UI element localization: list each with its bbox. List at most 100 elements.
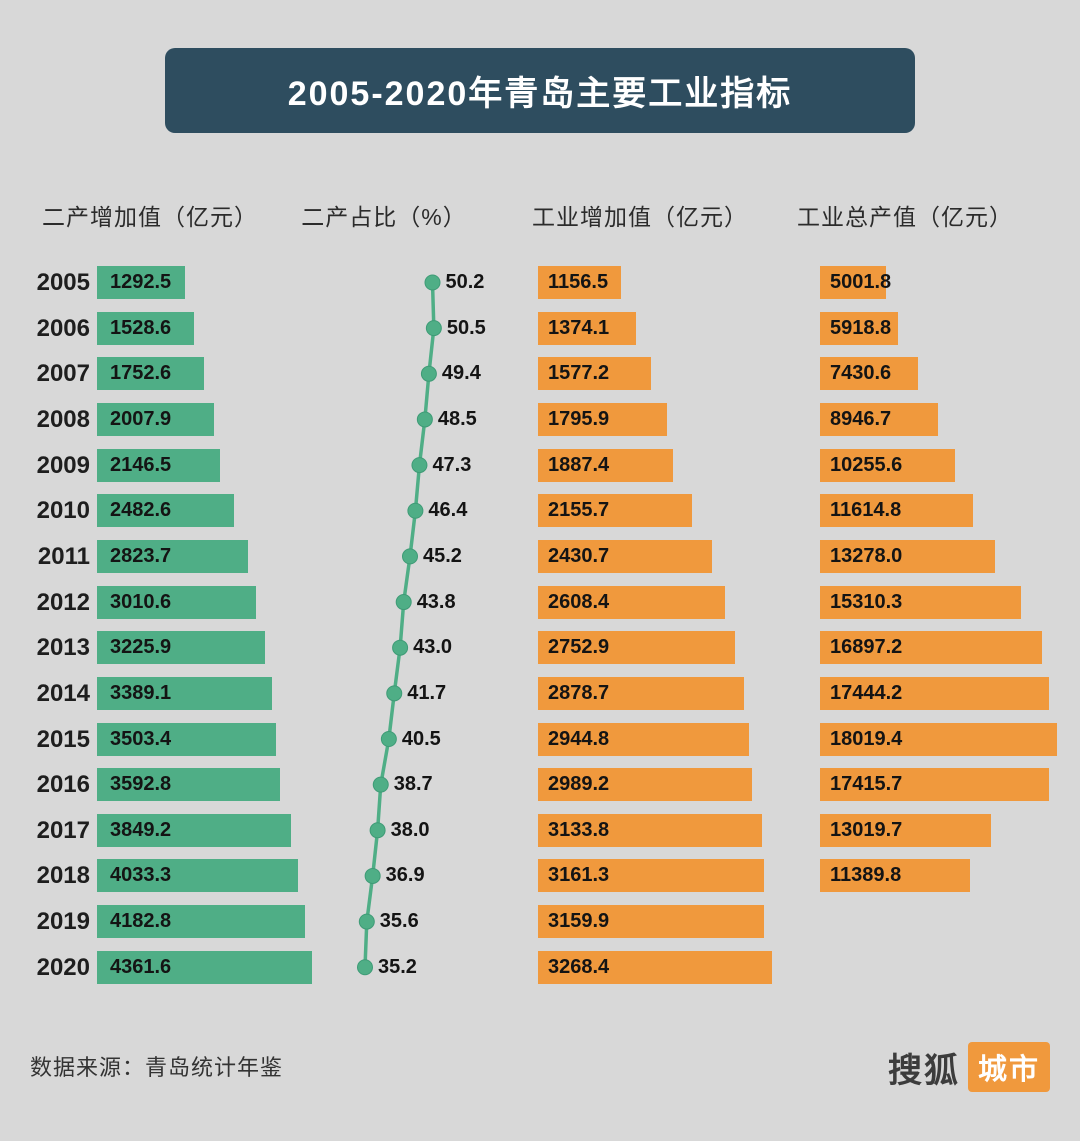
- share-pct-label: 41.7: [407, 681, 447, 704]
- bar-value-label: 5918.8: [830, 316, 892, 339]
- bar-value-label: 1374.1: [548, 316, 610, 339]
- sohu-logo-text: 搜狐: [887, 1051, 960, 1090]
- bar-industrial-added-value: [538, 859, 765, 893]
- bar-value-label: 2430.7: [548, 544, 610, 567]
- bar-gross-industrial-output: [820, 357, 918, 391]
- bar-value-label: 2989.2: [548, 773, 610, 796]
- bar-value-label: 2944.8: [548, 727, 610, 750]
- sohu-city-logo: 搜狐 城市: [888, 1042, 1050, 1092]
- bar-value-label: 15310.3: [830, 590, 903, 613]
- bar-secondary-added-value: [97, 402, 215, 436]
- bar-value-label: 16897.2: [830, 636, 903, 659]
- bar-gross-industrial-output: [820, 676, 1050, 710]
- year-label: 2006: [36, 314, 90, 342]
- year-label: 2013: [36, 634, 90, 662]
- bar-industrial-added-value: [538, 585, 725, 619]
- bar-value-label: 3161.3: [548, 864, 610, 887]
- bar-industrial-added-value: [538, 539, 713, 573]
- bar-industrial-added-value: [538, 768, 752, 802]
- bar-value-label: 1752.6: [110, 362, 172, 385]
- bar-value-label: 3010.6: [110, 590, 172, 613]
- share-pct-label: 47.3: [432, 453, 472, 476]
- year-label: 2011: [37, 542, 90, 570]
- bar-gross-industrial-output: [820, 813, 992, 847]
- bar-value-label: 7430.6: [830, 362, 892, 385]
- bar-value-label: 2482.6: [110, 499, 172, 522]
- bar-value-label: 4033.3: [110, 864, 172, 887]
- column-header-secondary-added-value: 二产增加值（亿元）: [42, 204, 258, 230]
- year-label: 2016: [36, 771, 90, 799]
- share-pct-label: 48.5: [437, 407, 477, 430]
- data-source-note: 数据来源：青岛统计年鉴: [30, 1055, 284, 1080]
- bar-secondary-added-value: [97, 768, 281, 802]
- bar-value-label: 1528.6: [110, 316, 172, 339]
- bar-value-label: 2155.7: [548, 499, 610, 522]
- share-pct-label: 35.6: [379, 910, 419, 933]
- bar-value-label: 4361.6: [110, 955, 172, 978]
- bar-secondary-added-value: [97, 676, 272, 710]
- bar-industrial-added-value: [538, 813, 763, 847]
- bar-secondary-added-value: [97, 357, 204, 391]
- bar-value-label: 1577.2: [548, 362, 610, 385]
- bar-value-label: 1156.5: [548, 271, 609, 293]
- bar-value-label: 8946.7: [830, 407, 892, 430]
- bar-value-label: 1292.5: [110, 271, 172, 293]
- bar-industrial-added-value: [538, 631, 736, 665]
- bar-secondary-added-value: [97, 585, 256, 619]
- column-header-gross-industrial-output: 工业总产值（亿元）: [797, 204, 1013, 230]
- bar-industrial-added-value: [538, 676, 745, 710]
- share-pct-label: 43.0: [413, 636, 453, 659]
- share-pct-label: 43.8: [416, 590, 456, 613]
- bar-secondary-added-value: [97, 950, 312, 984]
- bar-value-label: 2608.4: [548, 590, 610, 613]
- share-pct-label: 50.2: [445, 271, 485, 293]
- bar-value-label: 3159.9: [548, 910, 610, 933]
- year-label: 2015: [36, 725, 90, 753]
- bar-value-label: 2752.9: [548, 636, 610, 659]
- share-pct-label: 35.2: [378, 955, 417, 978]
- bar-secondary-added-value: [97, 448, 221, 482]
- bar-value-label: 4182.8: [110, 910, 172, 933]
- bar-industrial-added-value: [538, 722, 749, 756]
- bar-value-label: 3389.1: [110, 681, 172, 704]
- bar-secondary-added-value: [97, 539, 249, 573]
- bar-secondary-added-value: [97, 859, 299, 893]
- bar-industrial-added-value: [538, 905, 765, 939]
- share-pct-label: 49.4: [441, 362, 481, 385]
- bar-secondary-added-value: [97, 311, 195, 345]
- year-label: 2020: [36, 953, 90, 981]
- bar-industrial-added-value: [538, 448, 674, 482]
- year-label: 2019: [36, 908, 90, 936]
- bar-secondary-added-value: [97, 722, 277, 756]
- share-pct-label: 38.0: [390, 818, 430, 841]
- column-header-secondary-share: 二产占比（%）: [301, 204, 467, 230]
- bar-industrial-added-value: [538, 402, 667, 436]
- city-logo-badge: 城市: [967, 1042, 1050, 1092]
- bar-gross-industrial-output: [820, 722, 1057, 756]
- share-pct-label: 50.5: [446, 316, 486, 339]
- year-label: 2005: [36, 269, 90, 296]
- share-pct-label: 45.2: [423, 544, 462, 567]
- share-pct-label: 46.4: [428, 499, 468, 522]
- column-header-industrial-added-value: 工业增加值（亿元）: [532, 204, 748, 230]
- bar-gross-industrial-output: [820, 266, 886, 299]
- bar-value-label: 17444.2: [830, 681, 903, 704]
- bar-industrial-added-value: [538, 357, 651, 391]
- bar-value-label: 3849.2: [110, 818, 172, 841]
- bar-value-label: 2146.5: [110, 453, 172, 476]
- bar-industrial-added-value: [538, 950, 772, 984]
- bar-gross-industrial-output: [820, 859, 970, 893]
- bar-secondary-added-value: [97, 813, 291, 847]
- year-label: 2012: [36, 588, 90, 616]
- page-title: 2005-2020年青岛主要工业指标: [165, 48, 915, 133]
- year-label: 2014: [36, 679, 90, 707]
- bar-value-label: 2007.9: [110, 407, 172, 430]
- bar-value-label: 18019.4: [830, 727, 903, 750]
- bar-value-label: 13019.7: [830, 818, 903, 841]
- bar-secondary-added-value: [97, 494, 235, 528]
- share-pct-label: 38.7: [393, 773, 433, 796]
- bar-value-label: 3225.9: [110, 636, 172, 659]
- bar-value-label: 10255.6: [830, 453, 903, 476]
- bar-gross-industrial-output: [820, 539, 995, 573]
